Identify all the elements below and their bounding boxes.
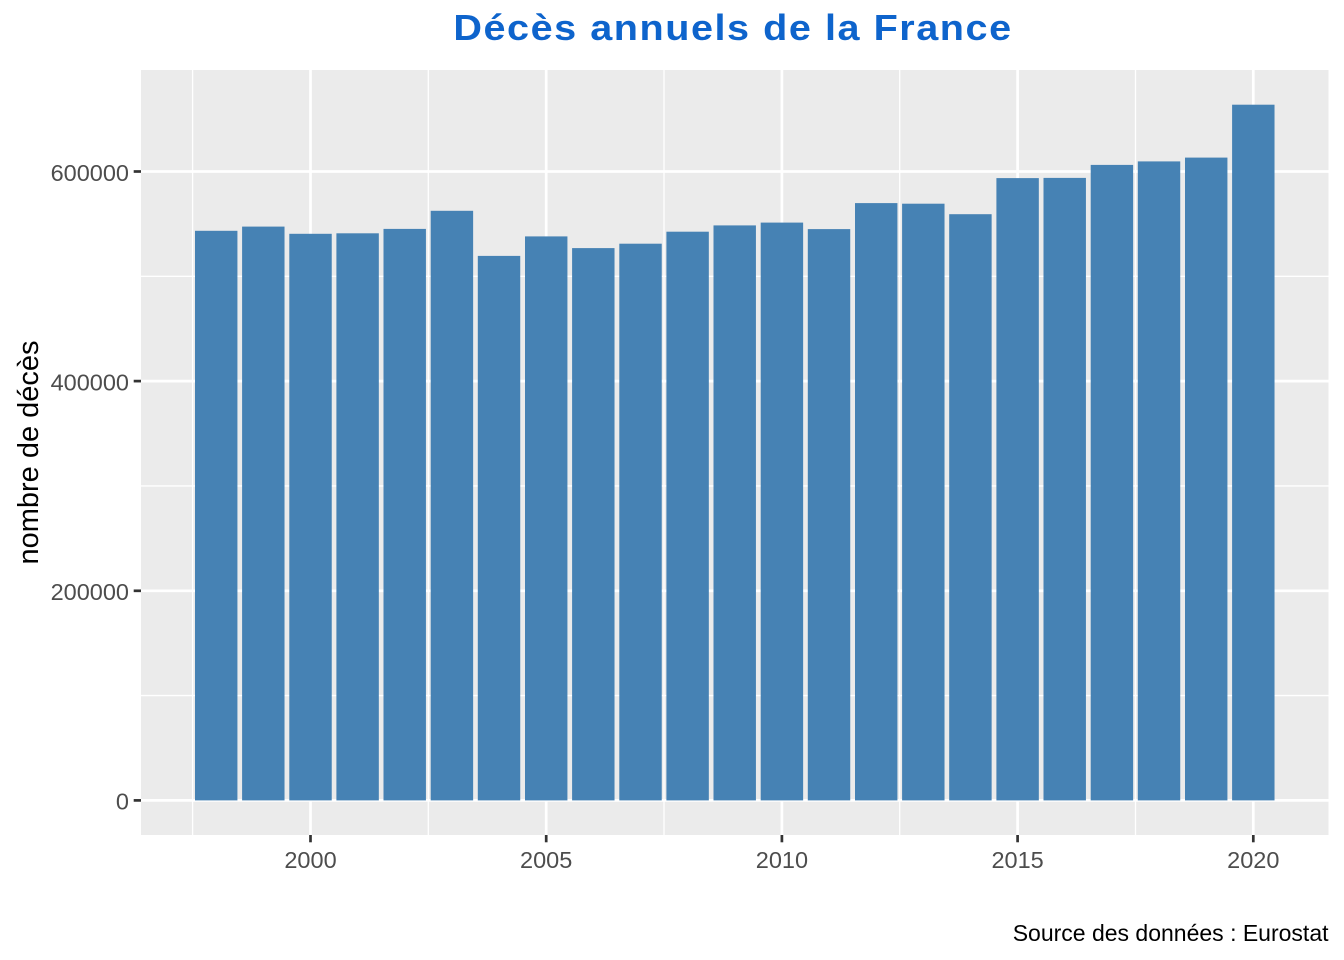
svg-text:2010: 2010 [756,847,808,873]
svg-text:Source des données : Eurostat: Source des données : Eurostat [1013,920,1329,946]
svg-text:0: 0 [116,789,129,815]
svg-text:Décès annuels de la France: Décès annuels de la France [453,9,1012,49]
svg-text:200000: 200000 [51,579,129,605]
svg-text:400000: 400000 [51,369,129,395]
svg-text:600000: 600000 [51,160,129,186]
svg-text:2005: 2005 [520,847,572,873]
svg-text:2015: 2015 [991,847,1043,873]
svg-text:2000: 2000 [284,847,336,873]
svg-text:nombre de décès: nombre de décès [13,340,45,564]
svg-text:2020: 2020 [1227,847,1279,873]
